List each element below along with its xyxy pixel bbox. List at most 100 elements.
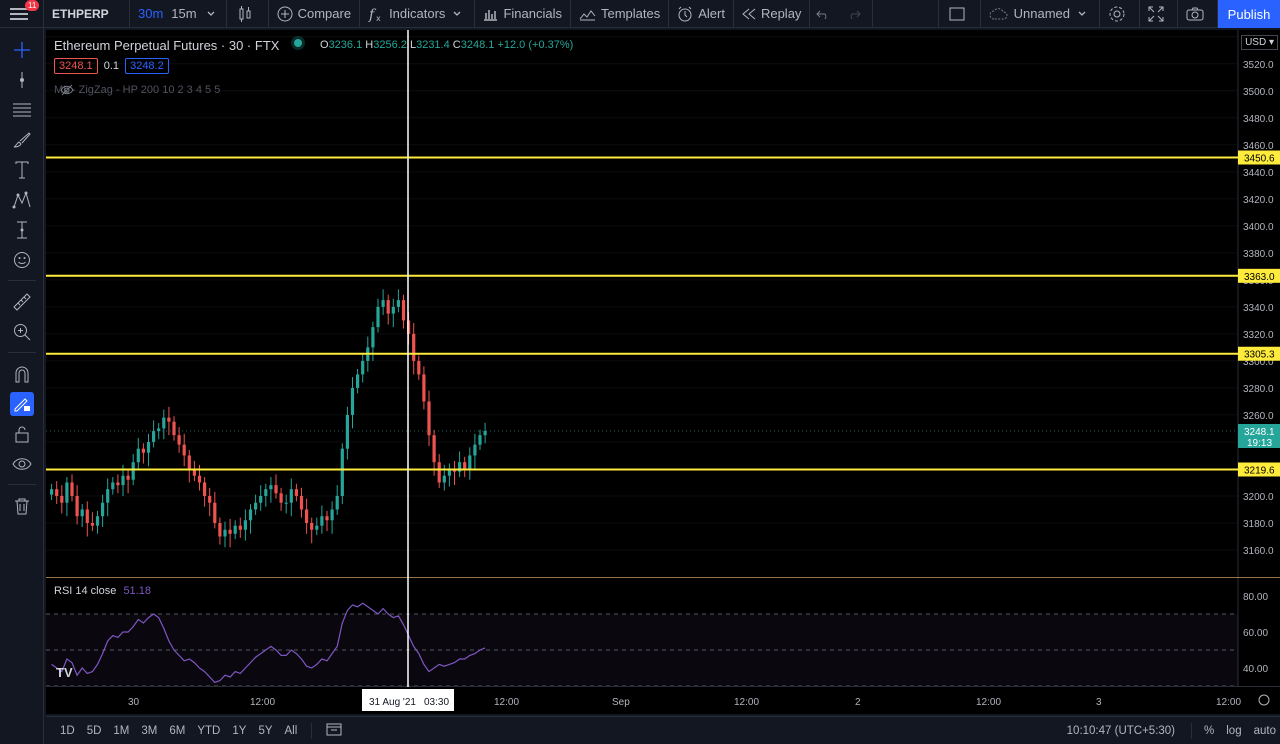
rewind-icon bbox=[742, 8, 756, 19]
time-tick-label: 12:00 bbox=[494, 697, 519, 708]
measure-tool[interactable] bbox=[10, 290, 34, 314]
candle-body bbox=[274, 485, 278, 494]
low-label: L bbox=[409, 39, 417, 51]
candle-body bbox=[233, 525, 237, 534]
close-label: C bbox=[452, 39, 461, 51]
log-scale-toggle[interactable]: log bbox=[1226, 724, 1242, 737]
lock-drawings-tool[interactable] bbox=[10, 422, 34, 446]
auto-scale-toggle[interactable]: auto bbox=[1253, 724, 1276, 737]
crosshair-tool[interactable] bbox=[10, 38, 34, 62]
chevron-down-icon bbox=[207, 11, 215, 16]
settings-button[interactable] bbox=[1100, 0, 1140, 28]
chart-canvas[interactable]: 3520.0 3500.0 3480.0 3460.0 3440.0 3420.0 3400… bbox=[46, 30, 1280, 714]
range-all[interactable]: All bbox=[284, 724, 298, 737]
candle-body bbox=[55, 489, 59, 496]
candle-body bbox=[376, 306, 380, 328]
calendar-icon bbox=[326, 723, 342, 736]
goto-date-button[interactable] bbox=[320, 722, 348, 739]
range-1m[interactable]: 1M bbox=[113, 724, 130, 737]
clock[interactable]: 10:10:47 (UTC+5:30) bbox=[1066, 724, 1176, 737]
range-1d[interactable]: 1D bbox=[60, 724, 75, 737]
interval-15m[interactable]: 15m bbox=[167, 0, 200, 28]
percent-scale-toggle[interactable]: % bbox=[1204, 724, 1215, 737]
candle-body bbox=[192, 468, 196, 476]
eye-off-icon[interactable] bbox=[60, 84, 74, 96]
candle-body bbox=[447, 468, 451, 476]
range-6m[interactable]: 6M bbox=[169, 724, 186, 737]
level-price-label: 3450.6 bbox=[1244, 153, 1275, 164]
notification-badge: 11 bbox=[25, 0, 40, 11]
expand-icon bbox=[1148, 6, 1164, 21]
magnet-tool[interactable] bbox=[10, 362, 34, 386]
pattern-tool[interactable] bbox=[10, 188, 34, 212]
sell-price[interactable]: 3248.1 bbox=[54, 58, 98, 74]
toolbar-divider bbox=[8, 484, 36, 485]
candle-body bbox=[131, 462, 135, 480]
indicators-label: Indicators bbox=[389, 6, 446, 21]
hide-drawings-tool[interactable] bbox=[10, 452, 34, 476]
open-value: 3236.1 bbox=[328, 39, 363, 51]
candle-body bbox=[238, 525, 242, 530]
range-5y[interactable]: 5Y bbox=[258, 724, 273, 737]
redo-button[interactable] bbox=[841, 0, 874, 28]
remove-drawings-tool[interactable] bbox=[10, 494, 34, 518]
chart-area[interactable]: 3520.0 3500.0 3480.0 3460.0 3440.0 3420.0 3400… bbox=[46, 30, 1280, 714]
stay-in-drawing-mode-tool[interactable] bbox=[10, 392, 34, 416]
time-tick-label: 3 bbox=[1096, 697, 1102, 708]
candle-body bbox=[121, 475, 125, 486]
buy-price[interactable]: 3248.2 bbox=[125, 58, 169, 74]
compare-button[interactable]: Compare bbox=[269, 0, 361, 28]
undo-button[interactable] bbox=[809, 0, 841, 28]
candle-body bbox=[264, 489, 268, 496]
interval-dropdown[interactable] bbox=[201, 0, 227, 28]
price-tick-label: 3420.0 bbox=[1243, 195, 1274, 206]
fullscreen-button[interactable] bbox=[1140, 0, 1178, 28]
interval-30m[interactable]: 30m bbox=[130, 0, 167, 28]
main-menu-button[interactable]: 11 bbox=[0, 0, 44, 28]
publish-button[interactable]: Publish bbox=[1218, 0, 1280, 28]
plus-circle-icon bbox=[277, 6, 293, 21]
text-tool[interactable] bbox=[10, 158, 34, 182]
candle-body bbox=[325, 516, 329, 521]
candle-body bbox=[90, 522, 94, 526]
brush-icon bbox=[13, 132, 31, 148]
range-1y[interactable]: 1Y bbox=[232, 724, 247, 737]
pattern-icon bbox=[12, 191, 31, 209]
text-icon bbox=[15, 161, 29, 179]
prediction-tool[interactable] bbox=[10, 218, 34, 242]
candle-body bbox=[422, 374, 426, 402]
price-tick-label: 3460.0 bbox=[1243, 141, 1274, 152]
level-price-tag bbox=[1238, 462, 1280, 477]
fullscreen-layout-button[interactable] bbox=[937, 0, 981, 28]
measure-line-icon bbox=[17, 221, 27, 239]
layout-name-button[interactable]: Unnamed bbox=[981, 0, 1100, 28]
trend-line-tool[interactable] bbox=[10, 68, 34, 92]
range-5d[interactable]: 5D bbox=[86, 724, 102, 737]
chevron-down-icon bbox=[453, 11, 461, 16]
candle-body bbox=[167, 417, 171, 422]
zoom-tool[interactable] bbox=[10, 320, 34, 344]
alert-button[interactable]: Alert bbox=[669, 0, 734, 28]
pencil-lock-icon bbox=[14, 398, 30, 412]
templates-button[interactable]: Templates bbox=[571, 0, 670, 28]
level-price-tag bbox=[1238, 150, 1280, 165]
replay-button[interactable]: Replay bbox=[734, 0, 809, 28]
fib-tool[interactable] bbox=[10, 98, 34, 122]
financials-button[interactable]: Financials bbox=[475, 0, 571, 28]
range-3m[interactable]: 3M bbox=[141, 724, 158, 737]
icon-tool[interactable] bbox=[10, 248, 34, 272]
brush-tool[interactable] bbox=[10, 128, 34, 152]
symbol-search-button[interactable]: ETHPERP bbox=[44, 0, 130, 28]
candle-body bbox=[391, 306, 395, 314]
candle-body bbox=[228, 529, 232, 534]
candle-body bbox=[432, 435, 436, 463]
indicators-button[interactable]: f x Indicators bbox=[360, 0, 476, 28]
currency-selector[interactable]: USD ▾ bbox=[1241, 35, 1278, 50]
price-tick-label: 3180.0 bbox=[1243, 519, 1274, 530]
snapshot-button[interactable] bbox=[1178, 0, 1218, 28]
level-price-tag bbox=[1238, 346, 1280, 361]
chart-type-button[interactable] bbox=[227, 0, 269, 28]
range-ytd[interactable]: YTD bbox=[197, 724, 221, 737]
trash-icon bbox=[15, 498, 29, 515]
